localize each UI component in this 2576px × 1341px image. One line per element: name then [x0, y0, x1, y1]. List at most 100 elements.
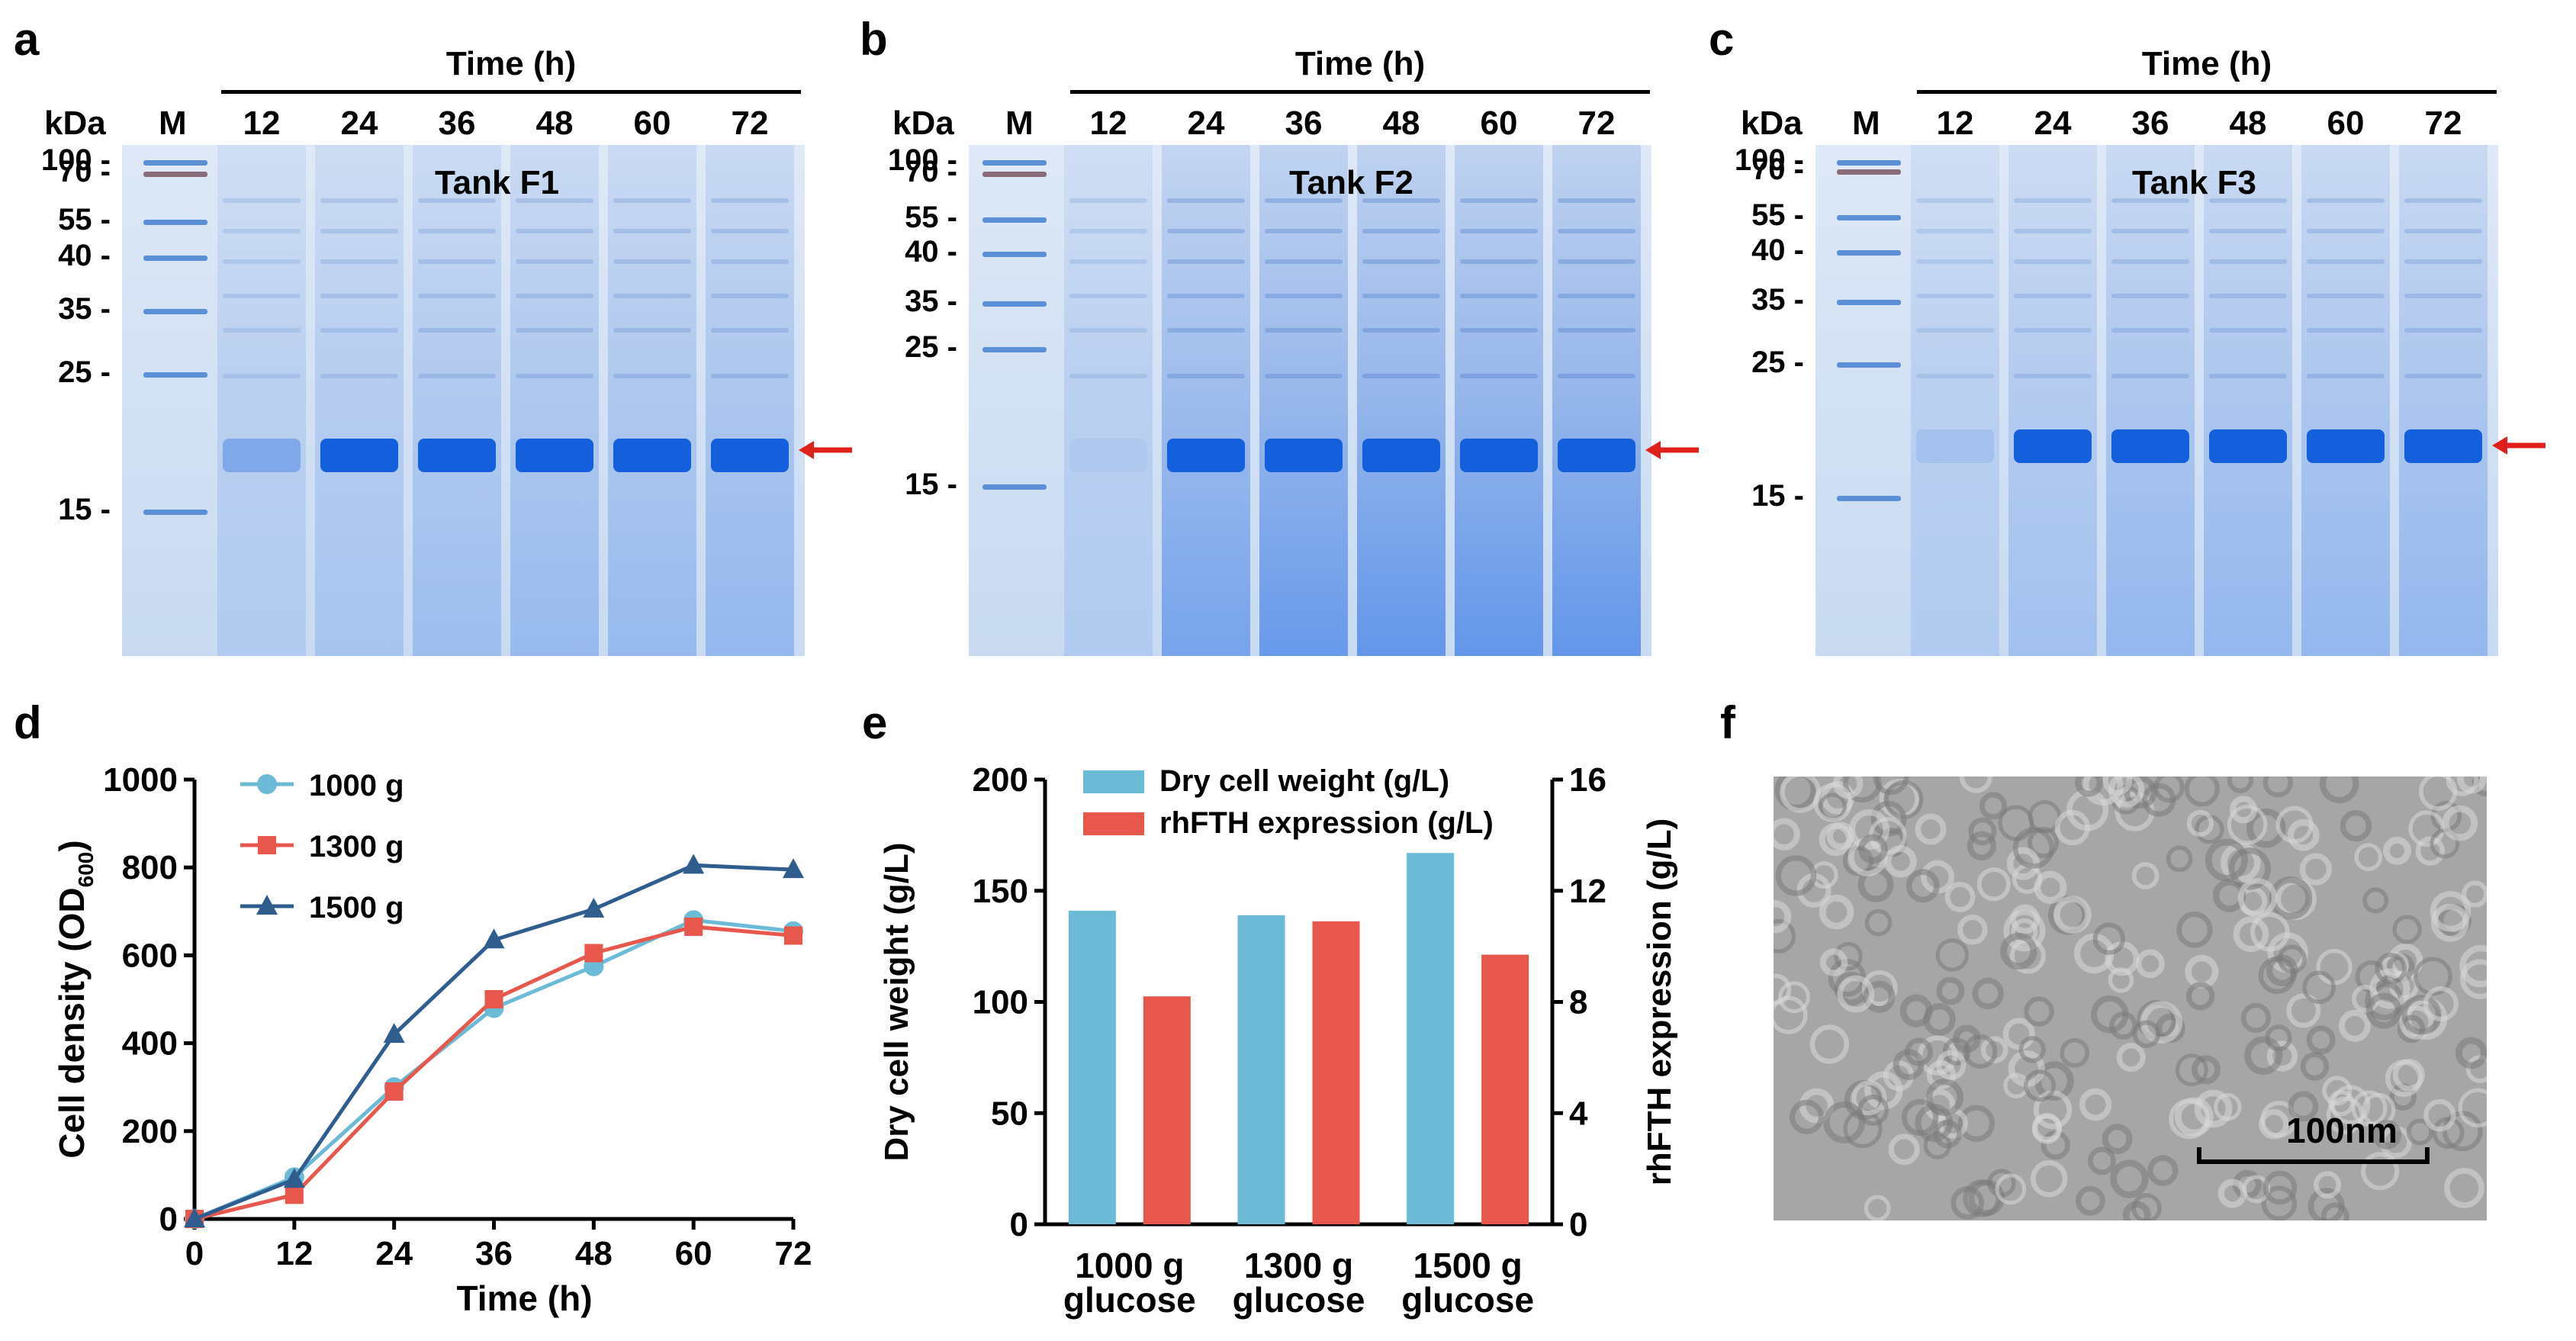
- faint-band: [1915, 328, 1995, 333]
- panel-f-scale-label: 100nm: [2286, 1111, 2398, 1150]
- faint-band: [320, 328, 399, 333]
- data-point: [684, 917, 703, 936]
- particle: [2307, 1188, 2345, 1220]
- bar-dry-cell-weight: [1068, 910, 1116, 1224]
- particle: [2299, 853, 2332, 886]
- faint-band: [1264, 229, 1343, 233]
- particle: [2186, 809, 2214, 838]
- faint-band: [515, 229, 594, 233]
- particle: [2054, 809, 2090, 846]
- mw-label-15: 15 -: [1751, 479, 1804, 513]
- particle: [2237, 878, 2278, 918]
- legend-label: 1300 g: [309, 830, 404, 863]
- rhfth-band: [1915, 429, 1995, 463]
- faint-band: [710, 198, 790, 203]
- panel-a-label: a: [14, 14, 40, 65]
- bar-dry-cell-weight: [1237, 915, 1285, 1224]
- time-label-12: 12: [243, 105, 281, 142]
- particle: [2362, 887, 2389, 914]
- marker-band: [982, 347, 1047, 352]
- x-tick-label: 72: [775, 1235, 812, 1272]
- left-tick-label: 200: [973, 761, 1028, 799]
- particle: [2184, 777, 2220, 807]
- marker-band: [1837, 160, 1901, 166]
- particle: [2131, 1193, 2162, 1220]
- faint-band: [2013, 294, 2092, 298]
- faint-band: [2208, 374, 2288, 378]
- faint-band: [222, 229, 301, 233]
- right-axis-label: rhFTH expression (g/L): [1641, 818, 1678, 1186]
- faint-band: [515, 294, 594, 298]
- particle: [1987, 1169, 2016, 1198]
- faint-band: [1362, 259, 1441, 264]
- marker-band: [143, 372, 207, 378]
- marker-band: [143, 256, 207, 261]
- faint-band: [2404, 259, 2483, 264]
- particle: [2338, 1009, 2371, 1042]
- particle: [2132, 1020, 2161, 1048]
- left-axis-label: Dry cell weight (g/L): [878, 842, 915, 1161]
- faint-band: [2013, 328, 2092, 333]
- faint-band: [2404, 374, 2483, 378]
- particle: [2459, 944, 2487, 988]
- bar-dry-cell-weight: [1407, 853, 1455, 1224]
- particle: [2011, 918, 2038, 946]
- marker-band: [982, 172, 1047, 177]
- particle: [2166, 845, 2193, 873]
- particle: [2259, 1108, 2289, 1140]
- faint-band: [1915, 294, 1995, 298]
- sample-lane-48h: [1357, 145, 1446, 656]
- particle: [2092, 922, 2126, 955]
- mw-label-70: 70 -: [1751, 153, 1804, 186]
- particle: [1959, 777, 1993, 793]
- particle: [1842, 777, 1882, 803]
- sample-lane-60h: [608, 145, 696, 656]
- panel-c-label: c: [1709, 14, 1735, 65]
- particle: [1789, 1099, 1825, 1134]
- faint-band: [417, 198, 497, 203]
- faint-band: [1069, 374, 1148, 378]
- faint-band: [1459, 328, 1539, 333]
- faint-band: [710, 374, 790, 378]
- left-tick-label: 0: [1010, 1206, 1028, 1243]
- y-tick-label: 800: [122, 849, 178, 886]
- time-label-48: 48: [1382, 105, 1420, 142]
- sample-lane-72h: [706, 145, 794, 656]
- time-label-60: 60: [1480, 105, 1518, 142]
- particle: [2075, 1185, 2105, 1216]
- faint-band: [2111, 229, 2190, 233]
- particle: [1950, 1186, 1985, 1220]
- rhfth-band: [2208, 429, 2288, 463]
- faint-band: [417, 229, 497, 233]
- particle: [1972, 977, 2004, 1010]
- panel-b-arrow-icon: [1645, 441, 1699, 459]
- particle: [2286, 993, 2321, 1028]
- bar-rhfth-expression: [1312, 921, 1360, 1224]
- faint-band: [1459, 229, 1539, 233]
- marker-band: [143, 172, 207, 177]
- mw-label-25: 25 -: [1751, 346, 1804, 379]
- faint-band: [2306, 229, 2385, 233]
- time-label-24: 24: [2034, 105, 2072, 142]
- faint-band: [613, 374, 692, 378]
- particle: [1944, 881, 1976, 912]
- right-tick-label: 12: [1569, 873, 1606, 910]
- particle: [2458, 1088, 2487, 1128]
- data-point: [383, 1023, 405, 1044]
- faint-band: [710, 294, 790, 298]
- mw-label-15: 15 -: [905, 468, 957, 501]
- particle: [2275, 806, 2314, 844]
- faint-band: [2013, 259, 2092, 264]
- particle: [2462, 880, 2487, 908]
- particle: [2302, 970, 2336, 1005]
- legend-marker: [258, 836, 276, 854]
- particle: [1837, 975, 1875, 1013]
- particle: [1893, 1049, 1925, 1081]
- legend-label: rhFTH expression (g/L): [1159, 806, 1494, 840]
- rhfth-band: [1264, 439, 1343, 472]
- particle: [2361, 1152, 2400, 1191]
- particle: [1775, 855, 1817, 896]
- panel-e-label: e: [862, 697, 888, 748]
- panel-e-bar-chart: 0 50 100 150 200 0 4 8 12 16 Dry cell weight (g/L)…: [878, 761, 1678, 1320]
- sample-lane-72h: [1552, 145, 1641, 656]
